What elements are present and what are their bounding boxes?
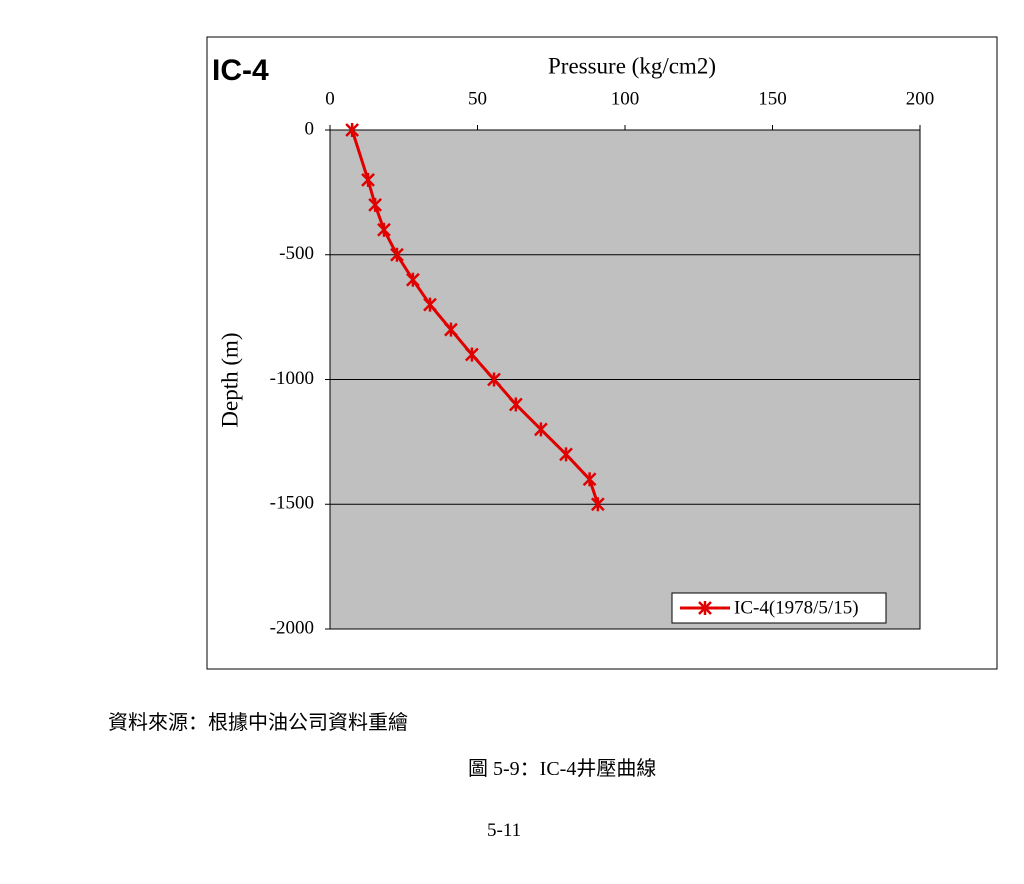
chart: IC-4 Pressure (kg/cm2) Depth (m) 0 -500 -1…: [206, 36, 998, 670]
y-tick-label: 0: [305, 118, 315, 139]
legend-marker: [698, 601, 712, 615]
data-point: [368, 197, 383, 212]
x-tick-label: 150: [758, 88, 787, 109]
data-point: [582, 472, 597, 487]
y-tick-label: -1000: [270, 368, 314, 389]
y-tick-label: -1500: [270, 493, 314, 514]
data-point: [406, 272, 420, 287]
data-point: [559, 447, 573, 462]
y-tick-label: -2000: [270, 617, 314, 638]
data-point: [508, 397, 523, 412]
data-point: [390, 247, 404, 262]
data-point: [487, 372, 501, 387]
y-axis-title: Depth (m): [217, 332, 242, 427]
legend-label: IC-4(1978/5/15): [734, 597, 859, 618]
x-axis-title: Pressure (kg/cm2): [548, 53, 716, 78]
x-tick-label: 0: [325, 88, 335, 109]
data-point: [465, 347, 479, 362]
y-tick-label: -500: [279, 243, 314, 264]
page-number: 5-11: [487, 820, 522, 841]
data-point: [534, 422, 548, 437]
data-point: [345, 123, 360, 137]
x-tick-label: 100: [611, 88, 640, 109]
x-tick-label: 200: [906, 88, 935, 109]
data-point: [361, 172, 375, 187]
data-point: [590, 497, 605, 512]
data-point: [423, 297, 437, 312]
figure-caption: 圖 5-9：IC-4井壓曲線: [468, 758, 657, 780]
source-note: 資料來源：根據中油公司資料重繪: [108, 712, 408, 734]
data-point: [444, 322, 458, 337]
data-point: [377, 222, 391, 237]
x-tick-label: 50: [468, 88, 487, 109]
chart-title: IC-4: [212, 54, 269, 87]
